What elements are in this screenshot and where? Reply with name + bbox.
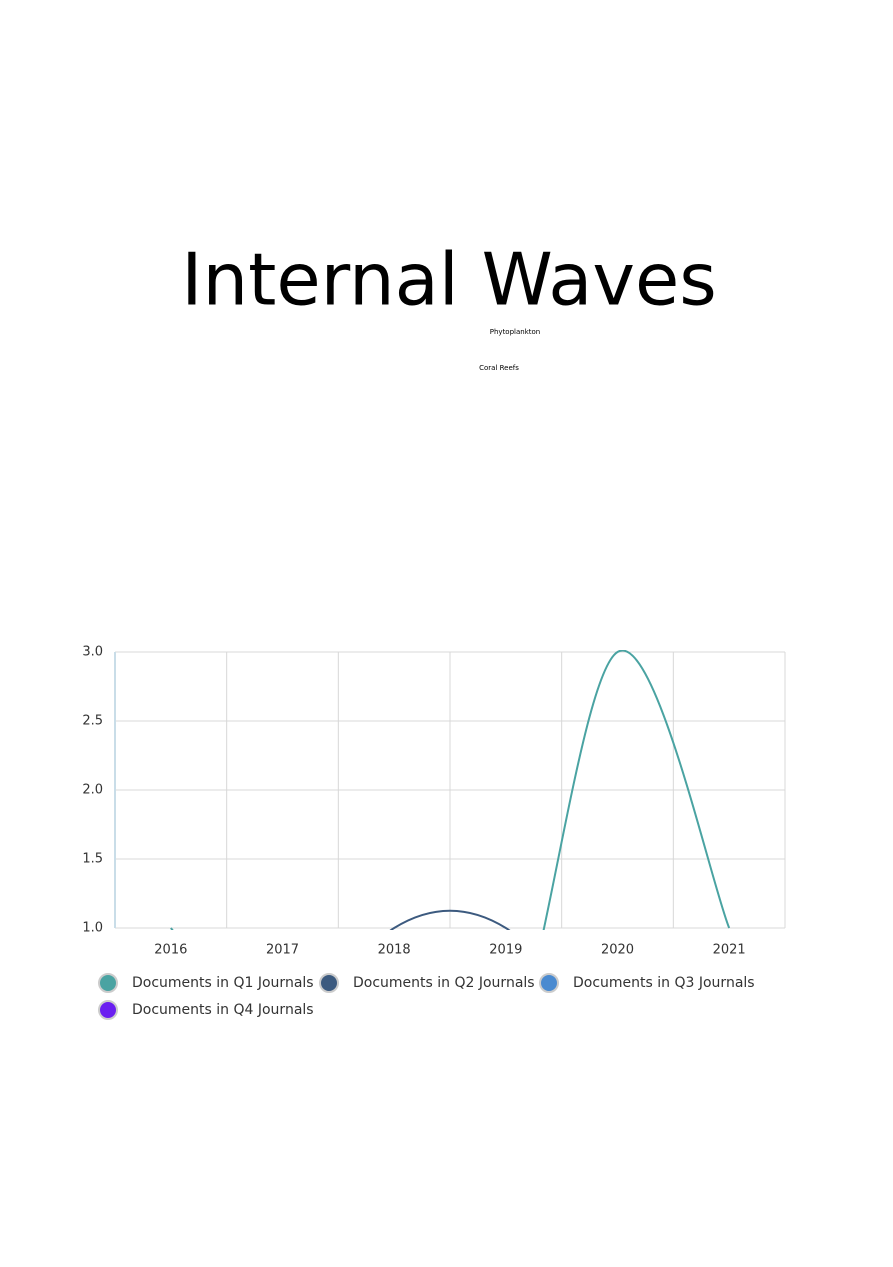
subtitle: Phytoplankton [490,328,540,336]
x-tick-label: 2019 [489,943,522,958]
x-tick-label: 2018 [378,943,411,958]
legend-label: Documents in Q1 Journals [132,975,314,991]
legend-label: Documents in Q4 Journals [132,1002,314,1018]
plot-area [170,650,731,930]
y-tick-label: 1.5 [82,852,103,867]
legend-label: Documents in Q2 Journals [353,975,535,991]
y-tick-label: 3.0 [82,645,103,660]
legend-marker [319,973,339,993]
legend-marker [98,973,118,993]
note: Coral Reefs [479,364,519,372]
series-line [389,909,511,930]
legend-marker [539,973,559,993]
legend-marker [98,1000,118,1020]
x-tick-label: 2020 [601,943,634,958]
x-tick-label: 2017 [266,943,299,958]
chart: 1.0 1.5 2.0 2.5 3.0 2016 2017 2018 2019 2020 2021 D… [82,645,786,1020]
title: Internal Waves [181,238,717,322]
y-tick-label: 2.0 [82,783,103,798]
x-tick-label: 2021 [713,943,746,958]
y-tick-label: 1.0 [82,921,103,936]
legend-label: Documents in Q3 Journals [573,975,755,991]
x-tick-label: 2016 [154,943,187,958]
series-line [170,650,731,930]
y-tick-label: 2.5 [82,714,103,729]
